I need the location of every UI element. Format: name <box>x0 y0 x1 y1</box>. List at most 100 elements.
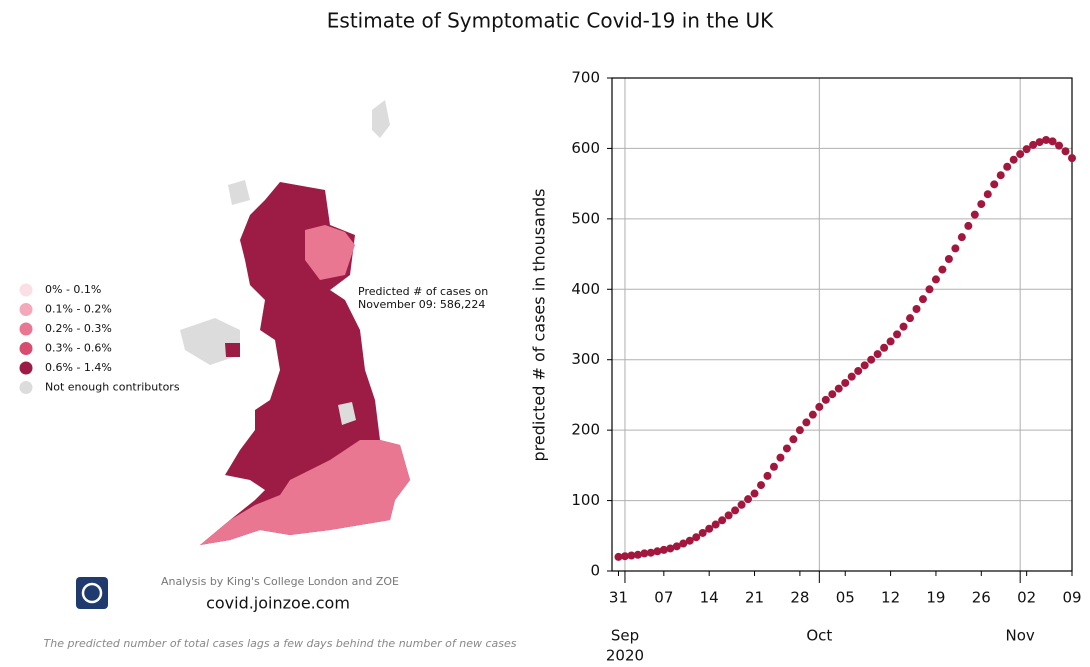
uk-map <box>180 100 410 545</box>
legend-label: 0.2% - 0.3% <box>45 322 112 335</box>
data-point <box>763 471 772 480</box>
data-point <box>627 551 636 560</box>
url: covid.joinzoe.com <box>206 594 350 613</box>
data-point <box>944 255 953 264</box>
x-tick-label: 02 <box>1017 589 1036 607</box>
south-england <box>200 440 410 545</box>
data-point <box>957 233 966 242</box>
data-point <box>750 489 759 498</box>
data-point <box>841 378 850 387</box>
data-point <box>906 314 915 323</box>
data-point <box>873 350 882 359</box>
y-tick-label: 300 <box>571 350 600 368</box>
data-point <box>659 545 668 554</box>
data-point <box>685 536 694 545</box>
x-year-label: 2020 <box>606 647 644 664</box>
northern-ireland <box>180 318 240 365</box>
x-tick-label: 21 <box>745 589 764 607</box>
x-tick-label: 26 <box>972 589 991 607</box>
ni-patch <box>225 343 240 357</box>
data-point <box>951 244 960 253</box>
data-point <box>834 384 843 393</box>
data-point <box>880 343 889 352</box>
data-point <box>744 495 753 504</box>
legend-swatch <box>19 381 33 394</box>
legend: 0% - 0.1% 0.1% - 0.2% 0.2% - 0.3% 0.3% - 0.… <box>19 283 180 394</box>
data-point <box>1035 138 1044 147</box>
annotation: November 09: 586,224 <box>358 298 485 311</box>
x-tick-label: 09 <box>1062 589 1081 607</box>
data-point <box>860 361 869 370</box>
legend-label: Not enough contributors <box>45 381 180 394</box>
data-point <box>918 295 927 304</box>
x-tick-label: 12 <box>881 589 900 607</box>
data-point <box>620 552 629 561</box>
data-point <box>815 402 824 411</box>
data-point <box>983 190 992 199</box>
data-point <box>1029 140 1038 149</box>
credit: Analysis by King's College London and ZO… <box>161 575 399 588</box>
data-point <box>847 372 856 381</box>
x-tick-label: 31 <box>609 589 628 607</box>
data-point <box>977 200 986 209</box>
x-month-label: Nov <box>1006 627 1035 645</box>
y-tick-label: 700 <box>571 69 600 87</box>
legend-swatch <box>19 361 33 375</box>
x-tick-label: 14 <box>700 589 719 607</box>
data-point <box>724 511 733 520</box>
y-tick-label: 200 <box>571 421 600 439</box>
data-point <box>705 524 714 533</box>
data-point <box>795 426 804 435</box>
data-point <box>789 435 798 444</box>
legend-swatch <box>19 303 33 316</box>
data-point <box>782 444 791 453</box>
data-point <box>970 210 979 219</box>
north-east-scotland <box>305 225 355 280</box>
data-point <box>1009 155 1018 164</box>
data-point <box>893 330 902 339</box>
data-point <box>614 552 623 561</box>
data-point <box>737 500 746 509</box>
y-tick-label: 100 <box>571 491 600 509</box>
data-point <box>808 410 817 419</box>
data-point <box>711 520 720 529</box>
islands <box>228 180 250 205</box>
y-tick-label: 0 <box>590 562 600 580</box>
data-point <box>1068 154 1076 163</box>
data-point <box>1048 137 1057 146</box>
data-point <box>854 366 863 375</box>
legend-swatch <box>19 283 33 297</box>
x-month-label: Oct <box>806 627 832 645</box>
data-point <box>776 453 785 462</box>
data-point <box>931 275 940 284</box>
data-point <box>938 265 947 274</box>
legend-label: 0.6% - 1.4% <box>45 361 112 374</box>
data-point <box>821 395 830 404</box>
footnote: The predicted number of total cases lags… <box>44 637 517 650</box>
x-tick-label: 19 <box>926 589 945 607</box>
data-point <box>646 548 655 557</box>
data-point <box>996 171 1005 180</box>
data-point <box>1042 135 1051 144</box>
logo <box>76 577 108 609</box>
data-point <box>640 549 649 558</box>
legend-swatch <box>19 342 33 355</box>
data-point <box>672 542 681 551</box>
legend-swatch <box>19 322 33 336</box>
legend-label: 0.1% - 0.2% <box>45 303 112 316</box>
legend-label: 0% - 0.1% <box>45 283 101 296</box>
data-point <box>698 528 707 537</box>
data-point <box>1003 162 1012 171</box>
axes-frame <box>611 77 1073 572</box>
annotation: Predicted # of cases on <box>358 285 488 298</box>
data-point <box>886 337 895 346</box>
data-point <box>964 221 973 230</box>
x-tick-label: 28 <box>790 589 809 607</box>
grey-area <box>338 402 356 425</box>
data-point <box>925 285 934 294</box>
data-point <box>899 322 908 331</box>
data-point <box>1055 141 1064 150</box>
data-point <box>990 180 999 189</box>
data-point <box>769 462 778 471</box>
